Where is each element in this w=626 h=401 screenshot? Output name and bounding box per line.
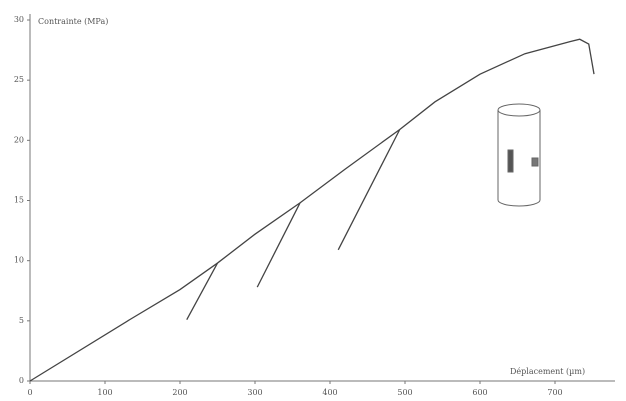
specimen-icon (497, 103, 541, 207)
y-axis-label: Contrainte (MPa) (38, 17, 108, 26)
x-tick-label: 300 (247, 388, 262, 397)
x-tick-label: 0 (27, 388, 32, 397)
y-tick-label: 15 (14, 196, 24, 205)
y-tick-label: 30 (14, 15, 24, 24)
x-axis-label: Déplacement (µm) (510, 367, 585, 376)
x-tick-label: 700 (547, 388, 562, 397)
x-tick-label: 600 (472, 388, 487, 397)
x-tick-label: 100 (97, 388, 112, 397)
data-line (29, 38, 595, 382)
y-tick-label: 20 (14, 135, 24, 144)
data-line (256, 202, 301, 288)
x-tick-label: 500 (397, 388, 412, 397)
x-tick-label: 200 (172, 388, 187, 397)
y-tick-label: 0 (19, 376, 24, 385)
y-tick-label: 25 (14, 75, 24, 84)
x-tick-label: 400 (322, 388, 337, 397)
data-line (337, 129, 401, 251)
y-tick-label: 5 (19, 316, 24, 325)
y-tick-label: 10 (14, 256, 24, 265)
data-line (186, 262, 219, 320)
